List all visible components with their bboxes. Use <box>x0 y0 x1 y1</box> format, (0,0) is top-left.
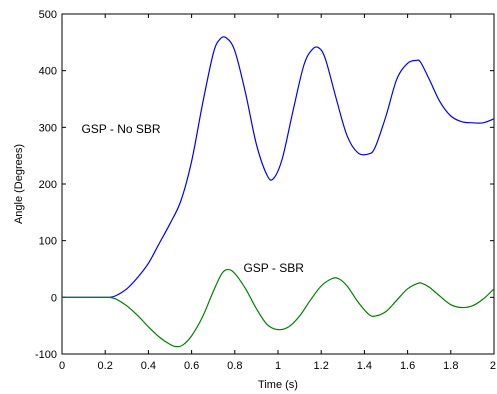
x-tick-label: 0.4 <box>141 360 156 372</box>
x-tick-label: 0.8 <box>227 360 242 372</box>
x-tick-label: 1.2 <box>314 360 329 372</box>
x-tick-label: 1.8 <box>443 360 458 372</box>
y-tick-label: 400 <box>39 66 57 78</box>
x-tick-label: 1 <box>275 360 281 372</box>
series-annotation: GSP - SBR <box>243 261 304 275</box>
x-tick-label: 0.6 <box>184 360 199 372</box>
y-tick-label: 500 <box>39 9 57 21</box>
x-tick-label: 1.6 <box>400 360 415 372</box>
plot-area <box>61 13 495 355</box>
series-line-gsp-sbr <box>62 268 495 348</box>
x-tick-labels: 0 0.2 0.4 0.6 0.8 1 1.2 1.4 1.6 1.8 2 <box>59 360 496 372</box>
y-tick-label: -100 <box>35 349 57 361</box>
y-tick-label: 200 <box>39 179 57 191</box>
series-lines <box>62 36 495 348</box>
series-annotation: GSP - No SBR <box>81 122 160 136</box>
series-line-gsp-no-sbr <box>62 36 495 299</box>
y-axis-label: Angle (Degrees) <box>13 144 25 224</box>
y-tick-label: 300 <box>39 122 57 134</box>
chart-annotations: GSP - No SBR GSP - SBR <box>81 122 304 275</box>
x-axis-label: Time (s) <box>258 379 298 391</box>
y-tick-labels: -100 0 100 200 300 400 500 <box>35 9 57 361</box>
y-tick-label: 0 <box>51 292 57 304</box>
x-tick-label: 0 <box>59 360 65 372</box>
x-tick-label: 0.2 <box>98 360 113 372</box>
x-tick-label: 2 <box>490 360 496 372</box>
y-tick-label: 100 <box>39 236 57 248</box>
x-tick-label: 1.4 <box>357 360 372 372</box>
